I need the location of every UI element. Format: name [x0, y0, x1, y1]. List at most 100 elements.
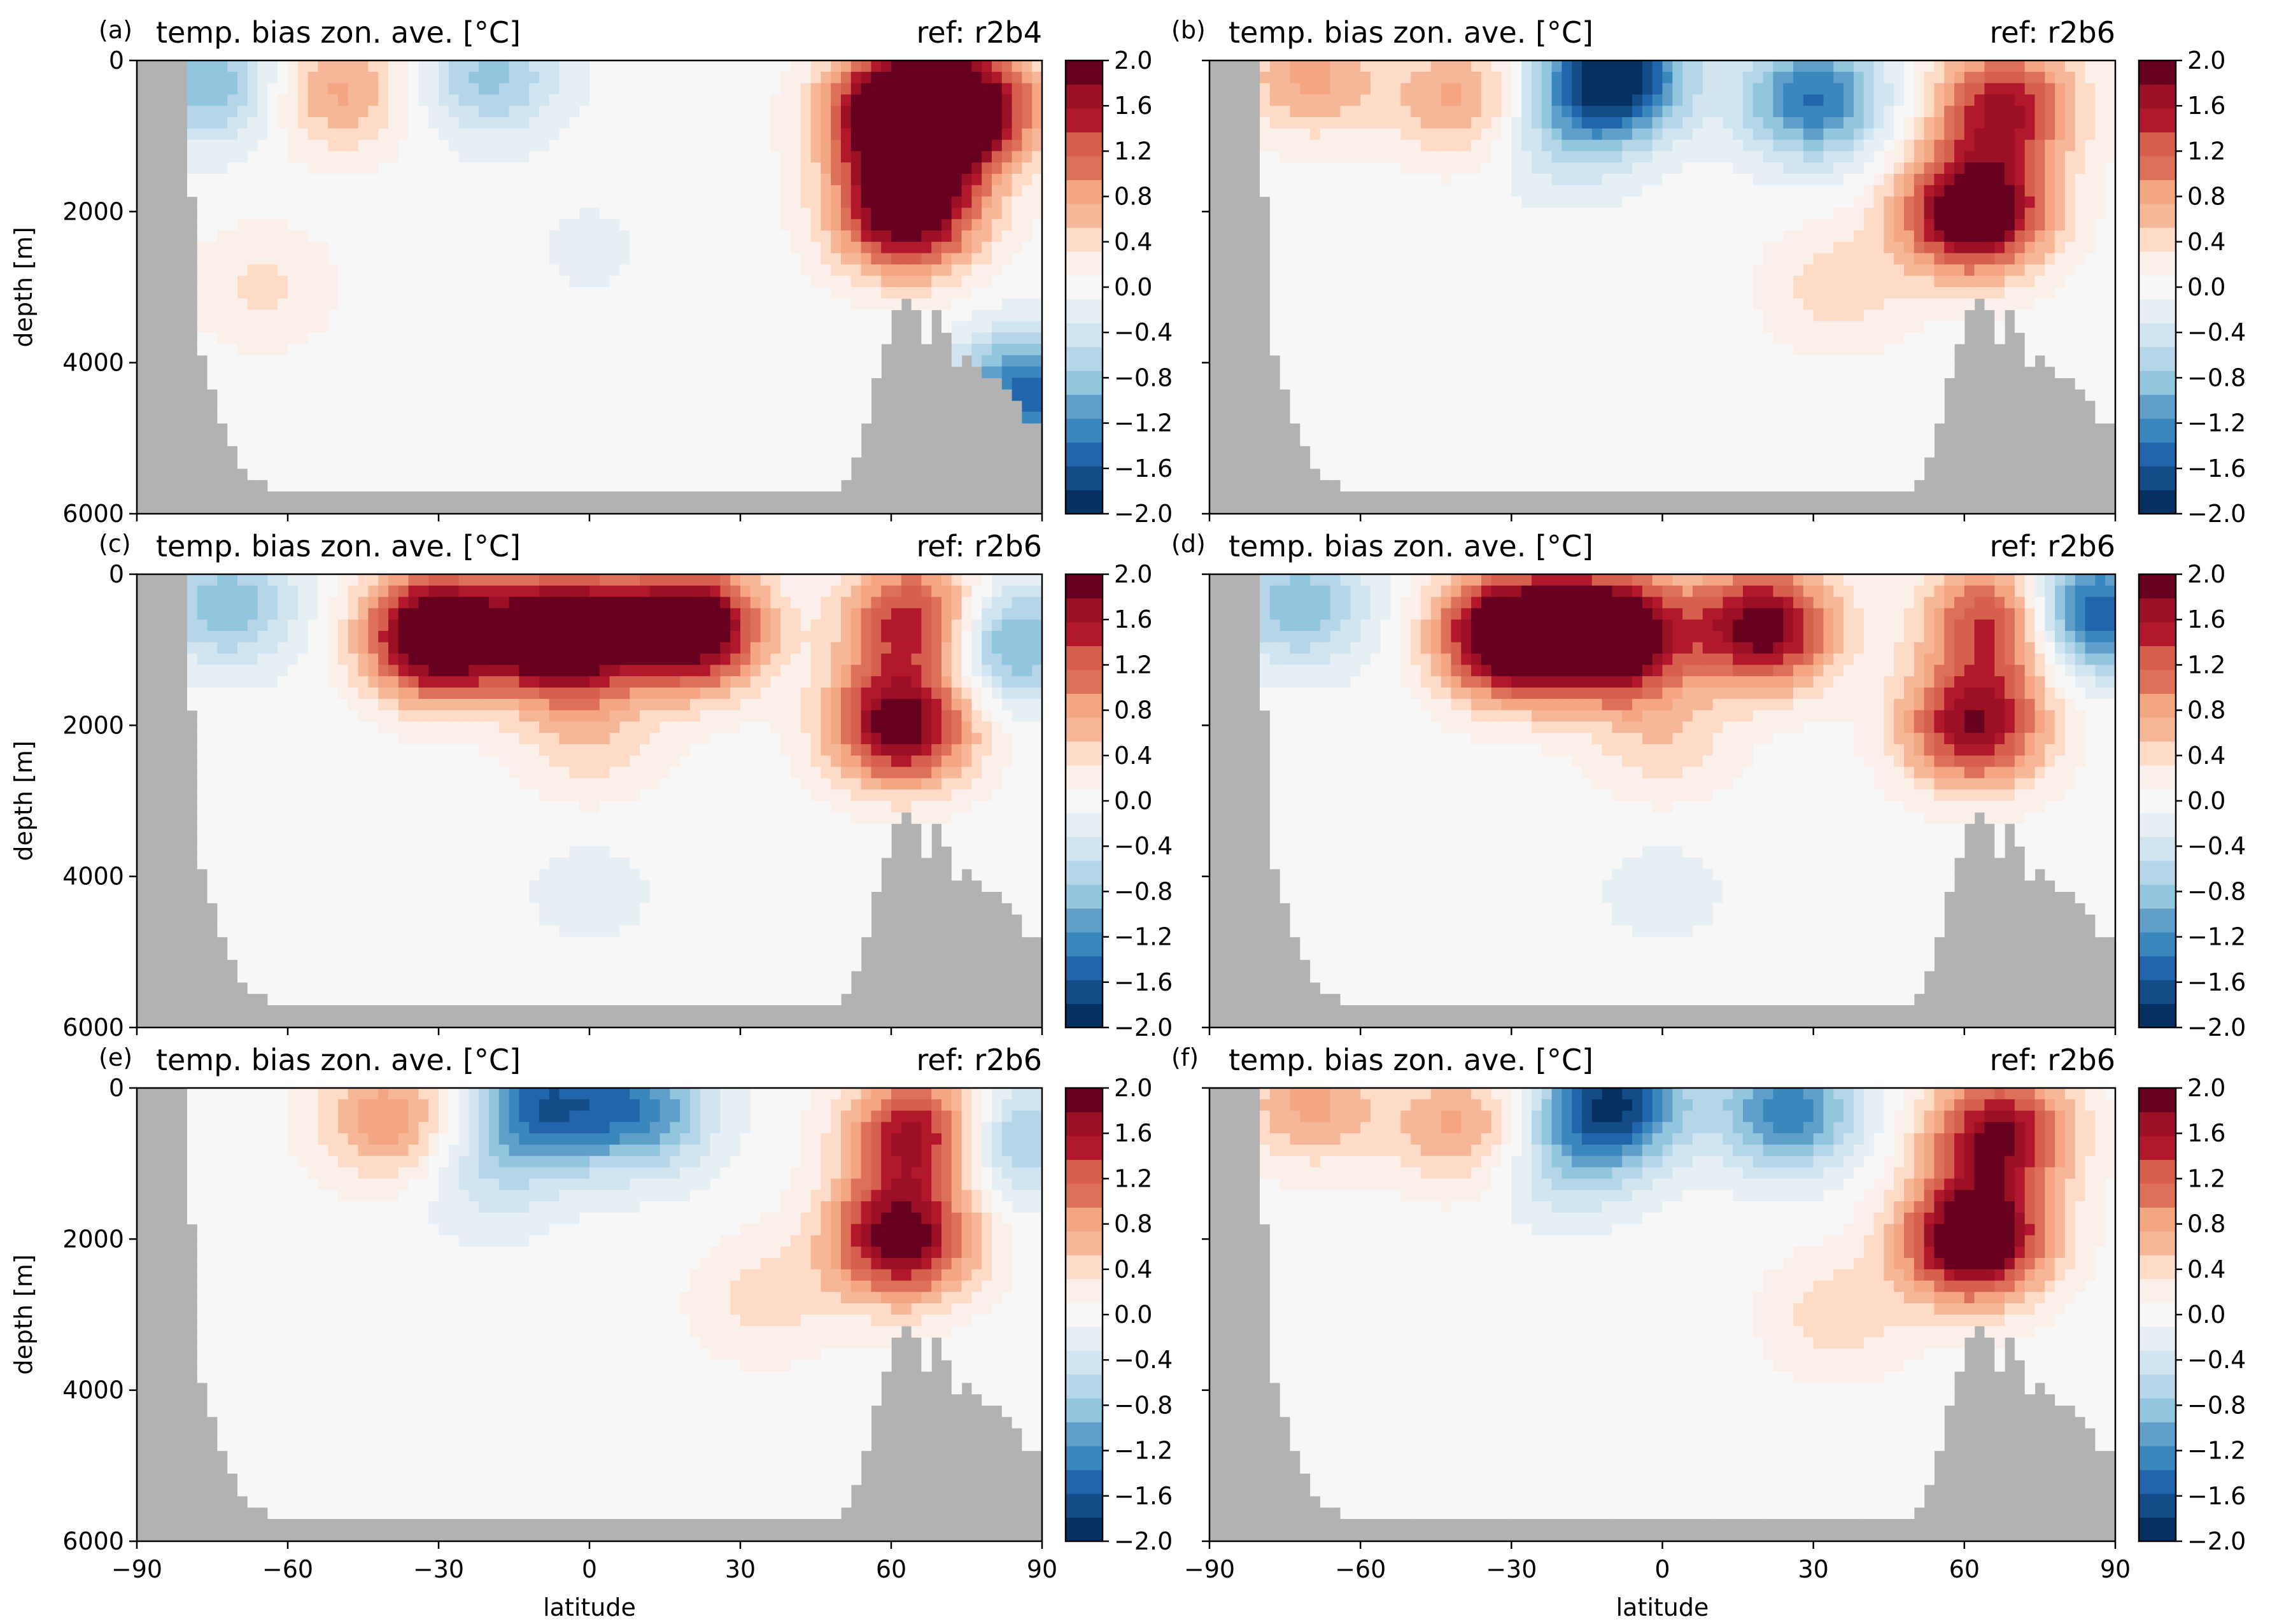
field-cell — [1032, 139, 1043, 152]
field-cell — [1562, 208, 1572, 220]
field-cell — [1461, 83, 1472, 95]
field-cell — [579, 389, 590, 401]
field-cell — [1612, 355, 1623, 367]
field-cell — [1491, 185, 1502, 197]
field-cell — [1501, 400, 1512, 413]
field-cell — [388, 309, 399, 321]
field-cell — [1572, 230, 1583, 243]
field-cell — [428, 468, 439, 481]
field-cell — [297, 219, 309, 231]
field-cell — [700, 94, 711, 106]
field-cell — [1300, 128, 1311, 141]
field-cell — [881, 94, 892, 106]
field-cell — [821, 196, 831, 208]
field-cell — [1340, 71, 1351, 84]
field-cell — [237, 106, 248, 118]
field-cell — [871, 117, 882, 129]
field-cell — [871, 83, 882, 95]
field-cell — [1733, 378, 1744, 390]
field-cell — [237, 411, 248, 424]
field-cell — [1773, 411, 1784, 424]
field-cell — [1310, 287, 1321, 299]
field-cell — [398, 479, 409, 491]
field-cell — [1400, 60, 1411, 73]
field-cell — [1430, 253, 1442, 265]
field-cell — [1380, 321, 1392, 333]
field-cell — [1742, 366, 1754, 378]
field-cell — [599, 411, 610, 424]
field-cell — [1642, 344, 1653, 356]
field-cell — [1652, 106, 1663, 118]
field-cell — [649, 378, 661, 390]
field-cell — [307, 378, 318, 390]
field-cell — [489, 423, 500, 435]
field-cell — [951, 241, 962, 254]
field-cell — [992, 139, 1003, 152]
field-cell — [1350, 264, 1361, 276]
field-cell — [1702, 479, 1714, 491]
field-cell — [549, 83, 560, 95]
field-cell — [850, 241, 862, 254]
field-cell — [1682, 423, 1693, 435]
field-cell — [1269, 117, 1281, 129]
field-cell — [680, 423, 691, 435]
field-cell — [1430, 287, 1442, 299]
field-cell — [448, 332, 460, 344]
field-cell — [1390, 389, 1402, 401]
field-cell — [1602, 446, 1613, 458]
field-cell — [1783, 287, 1794, 299]
field-cell — [630, 366, 640, 378]
field-cell — [901, 60, 912, 73]
field-cell — [408, 60, 419, 73]
field-cell — [740, 457, 751, 469]
field-cell — [1531, 446, 1542, 458]
field-cell — [408, 309, 419, 321]
field-cell — [1269, 196, 1281, 208]
field-cell — [770, 457, 781, 469]
field-cell — [1441, 366, 1452, 378]
field-cell — [1702, 185, 1714, 197]
field-cell — [1723, 287, 1733, 299]
field-cell — [760, 321, 771, 333]
field-cell — [800, 332, 812, 344]
field-cell — [579, 276, 590, 288]
field-cell — [278, 174, 288, 186]
field-cell — [358, 309, 369, 321]
field-cell — [619, 276, 630, 288]
field-cell — [1541, 128, 1553, 141]
field-cell — [800, 309, 812, 321]
field-cell — [881, 219, 892, 231]
field-cell — [1330, 208, 1341, 220]
field-cell — [288, 309, 299, 321]
field-cell — [1541, 287, 1553, 299]
field-cell — [730, 355, 741, 367]
field-cell — [1360, 117, 1371, 129]
field-cell — [599, 128, 610, 141]
field-cell — [1591, 241, 1603, 254]
field-cell — [1572, 94, 1583, 106]
field-cell — [680, 185, 691, 197]
field-cell — [1602, 185, 1613, 197]
field-cell — [1471, 400, 1482, 413]
field-cell — [992, 117, 1003, 129]
field-cell — [1692, 94, 1703, 106]
field-cell — [539, 434, 550, 446]
field-cell — [1692, 174, 1703, 186]
field-cell — [458, 185, 469, 197]
field-cell — [1290, 344, 1301, 356]
field-cell — [408, 264, 419, 276]
field-cell — [720, 60, 731, 73]
field-cell — [1642, 276, 1653, 288]
field-cell — [1642, 208, 1653, 220]
field-cell — [730, 117, 741, 129]
field-cell — [1723, 185, 1733, 197]
field-cell — [810, 298, 821, 311]
field-cell — [519, 241, 530, 254]
field-cell — [378, 185, 389, 197]
field-cell — [539, 468, 550, 481]
field-cell — [659, 185, 670, 197]
field-cell — [1531, 253, 1542, 265]
field-cell — [237, 264, 248, 276]
field-cell — [810, 71, 821, 84]
field-cell — [237, 344, 248, 356]
